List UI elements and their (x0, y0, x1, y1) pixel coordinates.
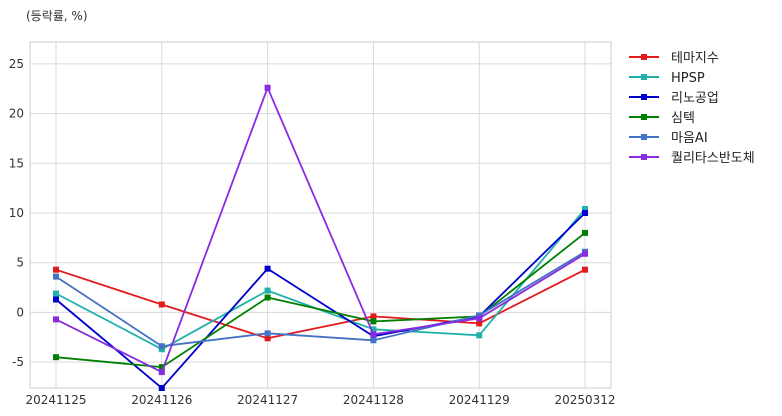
data-point-marker (476, 320, 483, 327)
data-point-marker (370, 318, 377, 325)
series-lines (53, 84, 588, 391)
data-point-marker (53, 296, 59, 303)
y-tick-label: 15 (9, 156, 24, 170)
series-line (55, 251, 586, 348)
data-point-marker (264, 265, 271, 272)
legend-label: HPSP (671, 71, 705, 86)
data-point-marker (582, 250, 588, 257)
legend-marker (641, 154, 647, 160)
legend-label: 마음AI (671, 131, 708, 146)
x-axis-ticks: 20241125 20241126 20241127 20241128 20241129… (25, 393, 615, 407)
data-point-marker (158, 343, 165, 350)
legend-item: 심텍 (629, 111, 695, 126)
data-point-marker (370, 326, 377, 333)
x-tick-label: 20250312 (554, 393, 615, 407)
data-point-marker (53, 290, 59, 297)
legend-item: 리노공업 (629, 91, 719, 106)
series-line (55, 86, 586, 374)
y-tick-label: 5 (16, 256, 24, 270)
legend-marker (641, 54, 647, 60)
legend-label: 리노공업 (671, 91, 719, 106)
data-point-marker (582, 266, 588, 273)
series-line (55, 232, 586, 369)
y-tick-label: -5 (12, 355, 24, 369)
y-tick-label: 10 (9, 206, 24, 220)
data-point-marker (53, 316, 59, 323)
data-point-marker (158, 369, 165, 376)
grid-lines (30, 42, 611, 388)
legend-item: 테마지수 (629, 51, 719, 66)
y-tick-label: 25 (9, 57, 24, 71)
data-point-marker (582, 206, 588, 213)
y-tick-label: 0 (16, 305, 24, 319)
data-point-marker (264, 84, 271, 91)
data-point-marker (476, 332, 483, 339)
legend-marker (641, 134, 647, 140)
data-point-marker (158, 364, 165, 371)
legend-item: 마음AI (629, 131, 708, 146)
data-point-marker (158, 301, 165, 308)
series-line (55, 212, 586, 389)
y-tick-label: 20 (9, 107, 24, 121)
legend-label: 퀄리타스반도체 (671, 151, 755, 166)
data-point-marker (53, 273, 59, 280)
legend-marker (641, 114, 647, 120)
series-5 (53, 84, 588, 376)
data-point-marker (370, 331, 377, 338)
x-tick-label: 20241128 (343, 393, 404, 407)
data-point-marker (264, 294, 271, 301)
legend-item: 퀄리타스반도체 (629, 151, 755, 166)
data-point-marker (53, 354, 59, 361)
x-tick-label: 20241129 (449, 393, 510, 407)
data-point-marker (158, 385, 165, 391)
legend-marker (641, 94, 647, 100)
unit-label: (등락률, %) (26, 9, 88, 23)
y-axis-ticks: -5 0 5 10 15 20 25 (9, 57, 24, 369)
x-tick-label: 20241127 (237, 393, 298, 407)
x-tick-label: 20241125 (25, 393, 86, 407)
legend-label: 심텍 (671, 111, 695, 126)
data-point-marker (370, 313, 377, 320)
data-point-marker (370, 337, 377, 344)
data-point-marker (582, 229, 588, 236)
legend-label: 테마지수 (671, 51, 719, 66)
data-point-marker (582, 210, 588, 217)
data-point-marker (476, 315, 483, 322)
data-point-marker (264, 330, 271, 337)
x-tick-label: 20241126 (131, 393, 192, 407)
data-point-marker (264, 335, 271, 342)
legend-item: HPSP (629, 71, 705, 86)
data-point-marker (53, 266, 59, 273)
legend-marker (641, 74, 647, 80)
data-point-marker (264, 287, 271, 294)
